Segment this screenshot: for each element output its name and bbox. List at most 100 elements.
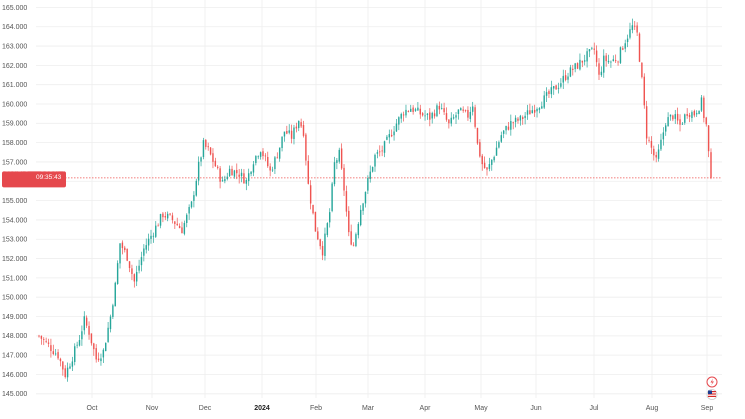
candle-body xyxy=(357,223,360,236)
candle-body xyxy=(274,157,276,170)
candle-body xyxy=(116,263,119,284)
candle-body xyxy=(93,343,95,350)
candle-body xyxy=(362,203,364,211)
candle-body xyxy=(219,168,221,182)
candle-body xyxy=(686,114,688,116)
candle-body xyxy=(190,201,193,208)
candle-body xyxy=(59,358,62,362)
candle-body xyxy=(155,225,157,237)
candle-body xyxy=(240,172,243,177)
y-tick-label: 160.000 xyxy=(2,101,27,108)
candle-body xyxy=(412,107,414,112)
candle-body xyxy=(336,160,338,163)
symbol-label: USDJPY xyxy=(40,167,66,174)
candle-body xyxy=(560,83,562,87)
candle-body xyxy=(338,149,340,162)
candle-body xyxy=(684,114,686,123)
candle-body xyxy=(66,367,69,378)
candle-body xyxy=(381,150,383,152)
candle-body xyxy=(267,156,269,167)
candle-body xyxy=(233,170,236,177)
candle-body xyxy=(486,167,488,170)
candle-body xyxy=(186,214,188,223)
candle-body xyxy=(536,108,538,112)
y-tick-label: 161.000 xyxy=(2,82,27,89)
candle-body xyxy=(162,213,164,218)
candle-body xyxy=(205,139,207,147)
candle-body xyxy=(281,136,283,149)
candle-body xyxy=(672,115,674,120)
candle-body xyxy=(374,154,376,167)
candle-body xyxy=(212,153,214,162)
candle-body xyxy=(333,162,336,185)
lightning-icon[interactable] xyxy=(706,376,718,388)
candle-body xyxy=(319,239,321,247)
candle-body xyxy=(317,231,319,240)
candle-body xyxy=(188,207,190,214)
x-tick-label: Oct xyxy=(87,405,98,412)
x-tick-label: Feb xyxy=(310,405,322,412)
price-axis[interactable]: 145.000 146.000 147.000 148.000 149.000 150.0… xyxy=(2,5,27,398)
us-flag-icon[interactable] xyxy=(706,389,718,400)
candle-body xyxy=(195,180,197,196)
candle-body xyxy=(276,157,279,159)
candle-body xyxy=(555,85,557,90)
candle-body xyxy=(217,166,219,168)
candle-body xyxy=(474,107,476,127)
y-tick-label: 162.000 xyxy=(2,63,27,70)
candle-body xyxy=(278,147,281,159)
candle-body xyxy=(455,115,457,118)
candle-body xyxy=(576,63,579,69)
candle-body xyxy=(476,127,479,144)
candle-body xyxy=(364,191,367,204)
candle-body xyxy=(302,125,305,136)
candle-body xyxy=(395,123,398,132)
candle-body xyxy=(498,142,500,148)
candle-body xyxy=(514,117,517,123)
y-tick-label: 157.000 xyxy=(2,159,27,166)
time-axis[interactable]: Oct Nov Dec 2024 Feb Mar Apr May Jun Jul Aug Sep xyxy=(87,405,714,412)
candle-body xyxy=(43,339,45,340)
candle-body xyxy=(252,164,255,173)
candle-body xyxy=(471,106,474,112)
candle-body xyxy=(264,155,267,157)
candle-body xyxy=(355,234,357,247)
candle-body xyxy=(290,130,293,139)
candle-body xyxy=(665,125,667,132)
candle-body xyxy=(588,49,591,52)
candle-body xyxy=(533,109,536,113)
candle-body xyxy=(174,221,176,224)
candle-body xyxy=(379,151,381,153)
candle-body xyxy=(400,113,402,119)
candle-body xyxy=(517,118,519,121)
candle-body xyxy=(645,106,648,139)
candle-body xyxy=(693,110,696,116)
candle-body xyxy=(593,48,595,50)
candle-body xyxy=(57,352,59,359)
candle-body xyxy=(236,169,238,174)
x-tick-label: Sep xyxy=(701,405,714,412)
candle-body xyxy=(631,25,634,31)
candle-body xyxy=(634,25,636,27)
candle-body xyxy=(679,119,681,125)
candle-body xyxy=(286,131,288,134)
x-tick-label: May xyxy=(474,405,488,412)
candle-body xyxy=(47,342,50,344)
candle-body xyxy=(626,38,629,43)
candle-body xyxy=(255,155,257,164)
candle-body xyxy=(293,127,295,140)
candle-body xyxy=(402,114,405,116)
y-tick-label: 163.000 xyxy=(2,43,27,50)
candle-body xyxy=(100,358,102,362)
candle-body xyxy=(207,146,209,148)
candle-body xyxy=(479,142,481,157)
candle-body xyxy=(329,212,331,223)
candle-body xyxy=(247,173,250,182)
candle-body xyxy=(140,257,143,266)
candle-body xyxy=(309,185,312,204)
candle-body xyxy=(359,209,362,226)
candle-body xyxy=(321,245,324,256)
candle-body xyxy=(398,117,400,125)
candle-body xyxy=(417,107,419,111)
